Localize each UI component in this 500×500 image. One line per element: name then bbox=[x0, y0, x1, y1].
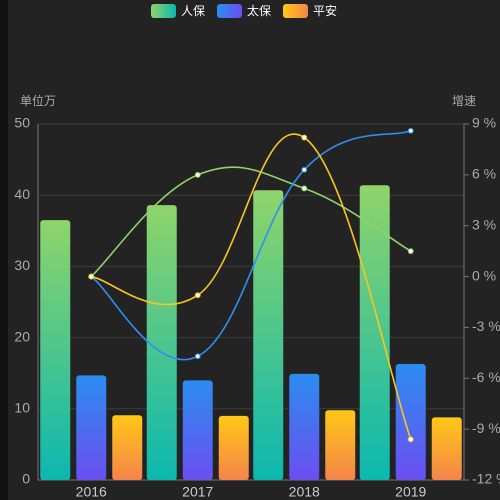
x-tick-label: 2017 bbox=[182, 484, 213, 500]
growth-point bbox=[88, 273, 95, 280]
bar bbox=[359, 185, 390, 480]
growth-point bbox=[194, 171, 201, 178]
bar bbox=[112, 415, 143, 480]
growth-point bbox=[407, 248, 414, 255]
y2-axis-label: 增速 bbox=[452, 94, 476, 108]
bar bbox=[40, 220, 71, 480]
growth-point bbox=[194, 292, 201, 299]
bar bbox=[218, 415, 249, 480]
x-tick-label: 2018 bbox=[289, 484, 320, 500]
y2-tick-label: 9 % bbox=[472, 115, 496, 131]
bar bbox=[76, 375, 107, 480]
x-tick-label: 2019 bbox=[395, 484, 426, 500]
growth-line bbox=[90, 130, 412, 361]
y2-tick-label: 6 % bbox=[472, 166, 496, 182]
growth-point bbox=[407, 436, 414, 443]
y-axis-label: 单位万 bbox=[20, 93, 56, 108]
y-tick-label: 50 bbox=[14, 115, 30, 131]
growth-point bbox=[194, 353, 201, 360]
legend-label: 太保 bbox=[247, 3, 271, 18]
bar bbox=[253, 190, 284, 480]
bar bbox=[146, 205, 177, 480]
bar bbox=[325, 410, 356, 480]
left-edge bbox=[0, 0, 8, 500]
legend-label: 平安 bbox=[313, 3, 337, 18]
y-tick-label: 10 bbox=[14, 400, 30, 416]
y2-tick-label: -6 % bbox=[472, 369, 500, 385]
growth-point bbox=[301, 134, 308, 141]
bar bbox=[182, 380, 213, 480]
growth-line bbox=[91, 133, 412, 440]
y2-tick-label: -9 % bbox=[472, 420, 500, 436]
y-tick-label: 40 bbox=[14, 186, 30, 202]
y2-tick-label: -3 % bbox=[472, 318, 500, 334]
y2-tick-label: 3 % bbox=[472, 216, 496, 232]
growth-point bbox=[301, 166, 308, 173]
legend-swatch bbox=[283, 4, 308, 18]
bar bbox=[395, 363, 426, 480]
legend-swatch bbox=[217, 4, 242, 18]
growth-point bbox=[407, 127, 414, 134]
y2-tick-label: 0 % bbox=[472, 267, 496, 283]
growth-point bbox=[301, 185, 308, 192]
y2-tick-label: -12 % bbox=[472, 471, 500, 487]
bar bbox=[431, 417, 462, 480]
bar bbox=[289, 373, 320, 480]
legend-label: 人保 bbox=[181, 4, 205, 18]
growth-line bbox=[90, 166, 412, 278]
x-tick-label: 2016 bbox=[76, 484, 107, 500]
y-tick-label: 0 bbox=[22, 471, 30, 487]
y-tick-label: 30 bbox=[14, 257, 30, 273]
y-tick-label: 20 bbox=[14, 328, 30, 344]
legend-swatch bbox=[151, 4, 176, 18]
